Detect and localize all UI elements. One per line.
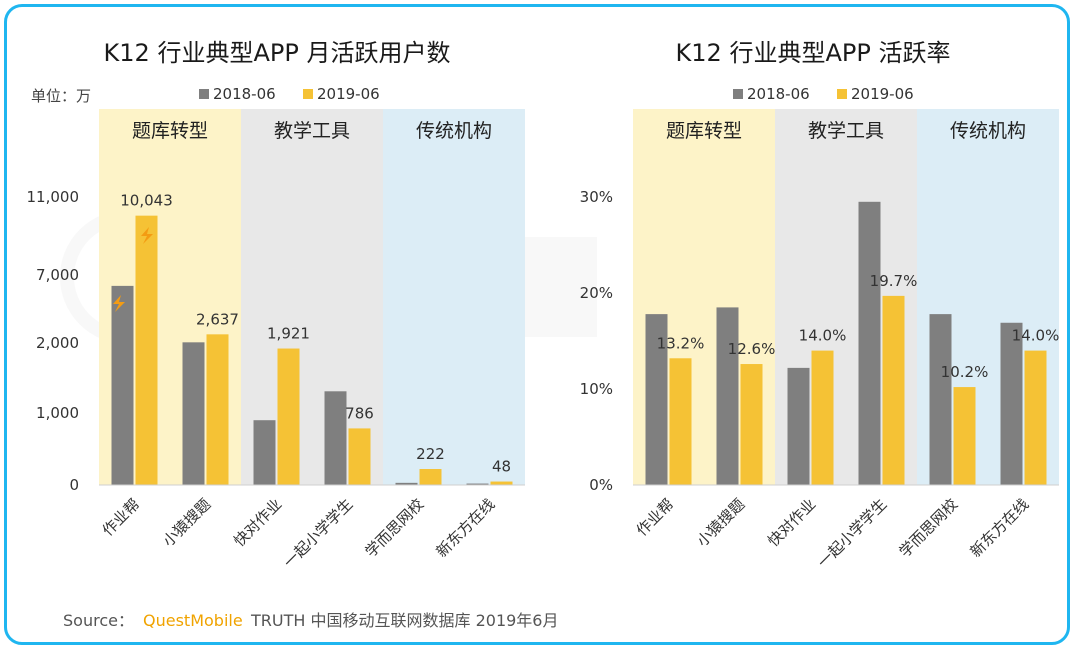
legend-entry: 2019-06 <box>851 85 914 103</box>
bar-2019 <box>277 348 300 485</box>
data-label: 222 <box>416 445 445 463</box>
category-label: 作业帮 <box>99 495 144 540</box>
legend-swatch <box>303 89 313 99</box>
y-tick-label: 30% <box>580 188 613 206</box>
bar-2018 <box>395 482 418 485</box>
category-label: 作业帮 <box>633 495 678 540</box>
data-label: 48 <box>492 458 511 476</box>
bar-2018 <box>253 420 276 485</box>
group-label: 教学工具 <box>808 120 884 142</box>
group-label: 题库转型 <box>666 120 742 142</box>
data-label: 10,043 <box>120 192 173 210</box>
y-tick-label: 0% <box>589 476 613 494</box>
data-label: 19.7% <box>870 272 918 290</box>
legend-swatch <box>733 89 743 99</box>
group-label: 传统机构 <box>416 120 492 142</box>
bar-2018 <box>787 367 810 485</box>
bar-2019 <box>419 469 442 485</box>
legend-entry: 2019-06 <box>317 85 380 103</box>
legend-entry: 2018-06 <box>747 85 810 103</box>
bar-2019 <box>669 358 692 485</box>
y-tick-label: 0 <box>69 476 79 494</box>
category-label: 小猿搜题 <box>693 495 748 550</box>
source-line: Source： QuestMobile TRUTH 中国移动互联网数据库 201… <box>63 611 558 630</box>
data-label: 12.6% <box>728 340 776 358</box>
lightning-icon <box>113 295 125 312</box>
y-tick-label: 11,000 <box>27 188 80 206</box>
legend-entry: 2018-06 <box>213 85 276 103</box>
group-band <box>383 109 525 485</box>
bar-2019 <box>135 215 158 485</box>
lightning-icon <box>141 227 153 244</box>
bar-2019 <box>740 364 763 485</box>
data-label: 14.0% <box>799 327 847 345</box>
source-rest: TRUTH 中国移动互联网数据库 2019年6月 <box>250 611 558 630</box>
bar-2018 <box>1000 322 1023 485</box>
legend: 2018-06 2019-06 <box>733 85 914 103</box>
bar-2018 <box>466 483 489 486</box>
bar-2018 <box>182 342 205 485</box>
unit-label: 单位：万 <box>31 87 91 105</box>
bar-2019 <box>1024 350 1047 485</box>
bar-2019 <box>206 334 229 485</box>
category-label: 快对作业 <box>230 495 285 550</box>
data-label: 14.0% <box>1012 327 1060 345</box>
bar-2018 <box>111 285 134 485</box>
chart-title: K12 行业典型APP 月活跃用户数 <box>104 39 451 67</box>
bar-2018 <box>716 307 739 485</box>
bar-2019 <box>811 350 834 485</box>
bar-2018 <box>324 391 347 485</box>
y-tick-label: 10% <box>580 380 613 398</box>
category-label: 一起小学学生 <box>814 495 890 571</box>
source-prefix: Source： <box>63 611 134 630</box>
y-tick-label: 2,000 <box>36 334 79 352</box>
bar-2018 <box>929 314 952 485</box>
category-label: 学而思网校 <box>896 495 962 561</box>
source-brand: QuestMobile <box>143 611 243 630</box>
bar-2019 <box>490 481 513 485</box>
y-tick-label: 7,000 <box>36 266 79 284</box>
legend-swatch <box>199 89 209 99</box>
y-tick-label: 1,000 <box>36 404 79 422</box>
group-label: 传统机构 <box>950 120 1026 142</box>
legend-swatch <box>837 89 847 99</box>
bar-2019 <box>882 295 905 485</box>
chart-frame: K12 行业典型APP 月活跃用户数单位：万 2018-06 2019-06 题库转型… <box>4 4 1070 645</box>
legend: 2018-06 2019-06 <box>199 85 380 103</box>
bar-2018 <box>645 314 668 485</box>
bar-2019 <box>348 428 371 485</box>
category-label: 新东方在线 <box>967 495 1033 561</box>
data-label: 10.2% <box>941 363 989 381</box>
group-label: 教学工具 <box>274 120 350 142</box>
right-chart: K12 行业典型APP 活跃率 2018-06 2019-06 题库转型 教学工具 传统机… <box>580 39 1060 571</box>
category-label: 小猿搜题 <box>159 495 214 550</box>
y-tick-label: 20% <box>580 284 613 302</box>
category-label: 新东方在线 <box>433 495 499 561</box>
bar-2018 <box>858 201 881 486</box>
data-label: 1,921 <box>267 325 310 343</box>
bar-2019 <box>953 387 976 485</box>
data-label: 13.2% <box>657 334 705 352</box>
chart-title: K12 行业典型APP 活跃率 <box>676 39 951 67</box>
category-label: 一起小学学生 <box>280 495 356 571</box>
data-label: 786 <box>345 404 374 422</box>
category-label: 快对作业 <box>764 495 819 550</box>
data-label: 2,637 <box>196 310 239 328</box>
group-label: 题库转型 <box>132 120 208 142</box>
category-label: 学而思网校 <box>362 495 428 561</box>
